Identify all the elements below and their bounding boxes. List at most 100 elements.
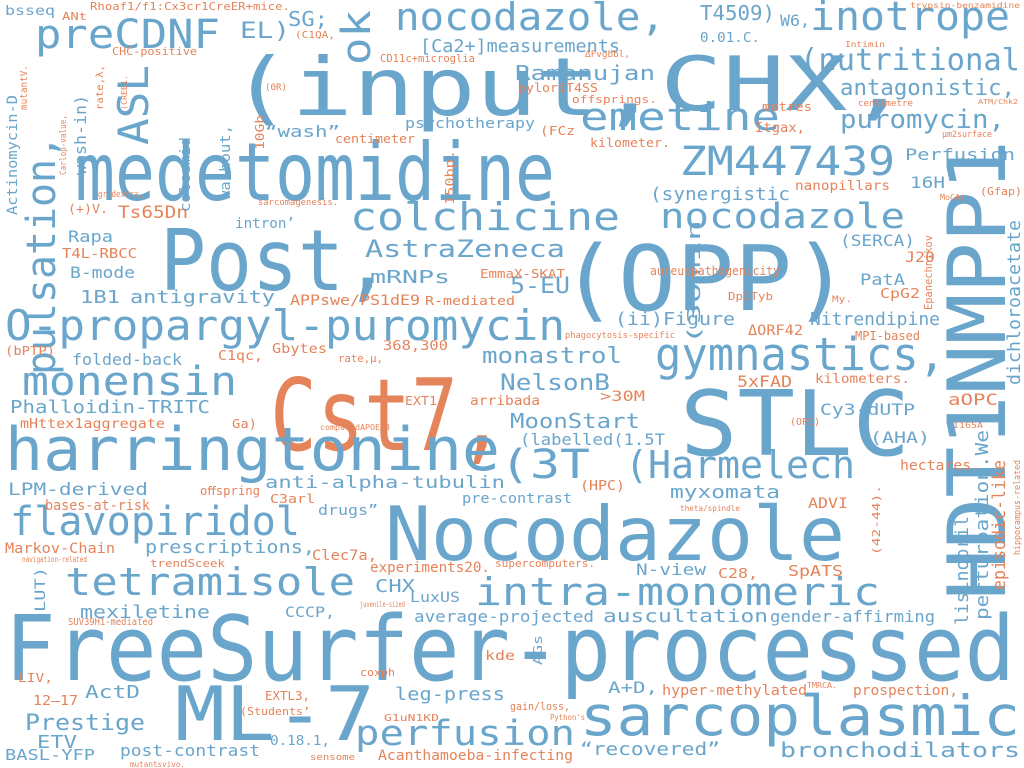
word: rate,λ, [95, 65, 106, 110]
word: ANt [62, 10, 87, 23]
word: (nutritional [800, 43, 1020, 78]
word: EL) [240, 19, 290, 44]
word: mexiletine [80, 602, 210, 623]
word: SUV39H1-mediated [68, 617, 153, 628]
word: (bPTP) [5, 344, 55, 358]
word: CD11c+microglia [380, 52, 475, 65]
word: psychotherapy [405, 116, 535, 132]
word: Phalloidin-TRITC [10, 397, 210, 418]
word: puromycin, [840, 105, 1005, 135]
word: (3T [500, 442, 590, 488]
word: leg-press [395, 684, 505, 705]
word: (AHA) [870, 428, 930, 447]
word: gymnastics, [655, 328, 945, 381]
word: ML-7 [175, 670, 375, 758]
word: trypsin-benzamidine [910, 1, 1020, 10]
word: C1qc, [218, 349, 263, 364]
word: Post, [160, 212, 390, 311]
word: bases-at-risk [45, 498, 151, 514]
word: O-propargyl-puromycin [5, 301, 565, 350]
word: Ga) [232, 417, 257, 431]
word: (CREB1. [120, 75, 129, 110]
word: (FCz [540, 124, 575, 138]
word: SpATS [788, 562, 843, 580]
word: [Ca2+]measurements [420, 36, 620, 57]
word: ASL [109, 65, 158, 145]
word: gain/loss, [510, 700, 570, 713]
word: I165A [953, 421, 983, 430]
word: Ts65Dn [118, 203, 188, 223]
word: post-contrast [120, 741, 260, 760]
word: lisinopril, [952, 505, 973, 625]
word: 12–17 [33, 694, 78, 709]
word: medetomidine [75, 126, 555, 219]
word: CHX, [660, 40, 910, 128]
word: Python's [550, 713, 585, 722]
word: prospection, [853, 683, 958, 699]
word: EXT1, [405, 394, 445, 408]
word: hyper-methylated [662, 683, 807, 699]
word: ΔFvgbbl, [585, 50, 630, 60]
word: EXTL3, [265, 689, 310, 703]
word: (input, [230, 41, 660, 134]
word: STLC [680, 372, 910, 477]
word: (+)V. [68, 202, 108, 216]
word: aureuspathogenicity [650, 264, 780, 278]
word: TMRCA. [807, 681, 837, 690]
word: (Harmelech [625, 443, 855, 487]
word: antigravity [130, 287, 275, 308]
word: My. [832, 295, 852, 305]
word: “wash” [265, 122, 340, 141]
word: SG; [288, 7, 328, 31]
word: 1B1 [80, 287, 120, 308]
word: perfusion [355, 714, 575, 754]
word: supercomputers. [495, 557, 595, 570]
word: colcemid [178, 137, 194, 212]
word: LIV, [18, 671, 53, 685]
word: average-projected [414, 607, 594, 626]
word: kilometer. [590, 136, 670, 150]
word: anti-alpha-tubulin [265, 473, 505, 493]
word: phagocytosis-specific [565, 331, 675, 341]
word: 10Gb [253, 115, 267, 150]
word: Cst7, [270, 357, 505, 474]
word: Nitrendipine [810, 309, 940, 330]
word: T4509) [700, 1, 775, 25]
word: ActD [85, 682, 140, 703]
word: ZM447439 [680, 139, 895, 185]
word: (Students’ [240, 705, 310, 718]
word: kde [485, 649, 515, 664]
word: AstraZeneca [365, 235, 565, 263]
word: 368,300 [383, 339, 448, 354]
word: hippocampus-related [1013, 460, 1023, 555]
word: mutantsvivo. [130, 760, 185, 768]
word: 5-EU [510, 274, 570, 299]
word: tetramisole [65, 560, 355, 604]
word: ΔORF42 [748, 323, 803, 339]
word: perturbation.We [972, 430, 993, 620]
word: harringtonine [5, 415, 500, 485]
word: theta/spindle [680, 504, 740, 513]
word: nanopillars [795, 179, 890, 194]
word: offsprings. [572, 93, 657, 106]
word: mHttex1aggregate [20, 417, 165, 432]
word: nocodazole, [395, 0, 665, 39]
word: arribada [470, 394, 540, 409]
word: 0.18.1, [270, 734, 330, 749]
word: Carlop-value, [59, 115, 69, 175]
word: PatA [860, 270, 905, 289]
word: inotrope [810, 0, 1010, 40]
word: nocodazole [660, 197, 905, 237]
word: (30min [684, 220, 705, 345]
word: Markov-Chain [5, 541, 115, 557]
word: C3arl [270, 492, 315, 506]
word: Dp1Tyb [728, 290, 773, 303]
word: Rhoaf1/f1:Cx3cr1CreER+mice. [90, 0, 290, 13]
word: (synergistic [650, 184, 790, 205]
word: R-mediated [425, 294, 515, 308]
word: Rapa [68, 227, 113, 246]
word: ATM/Chk2 [978, 98, 1018, 106]
word: CHC-positive [112, 45, 197, 58]
word: antagonistic, [840, 76, 1015, 101]
